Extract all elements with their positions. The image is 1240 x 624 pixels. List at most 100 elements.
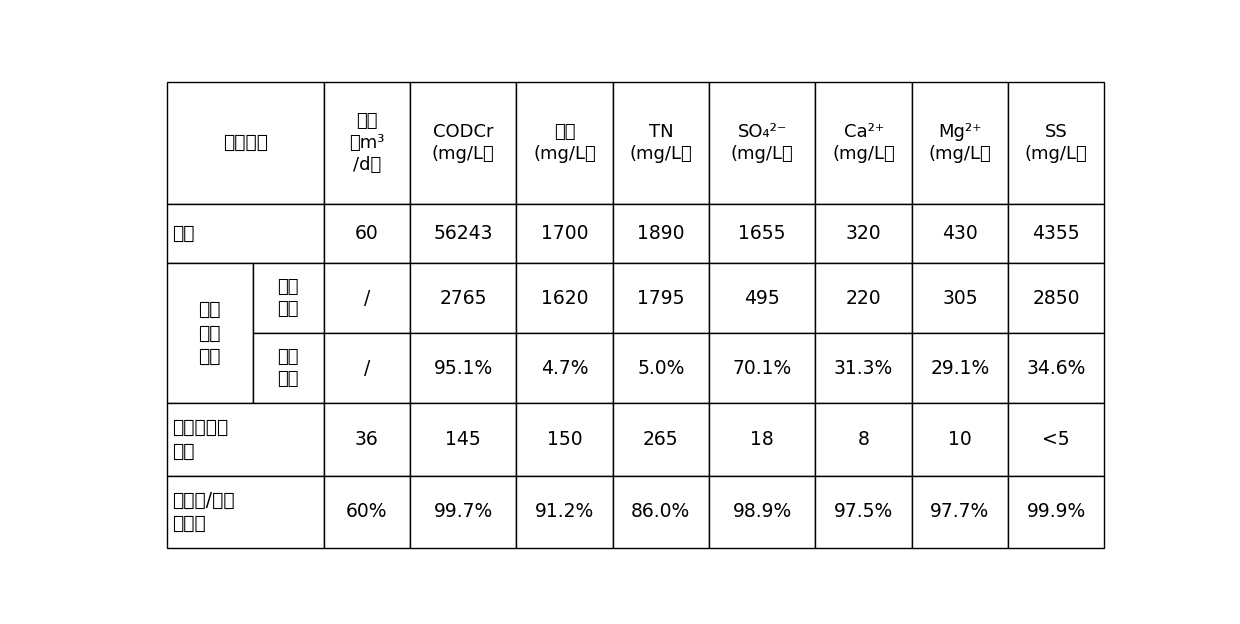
Text: <5: <5	[1043, 430, 1070, 449]
Bar	[911, 403, 1008, 475]
Text: /: /	[363, 289, 370, 308]
Bar	[324, 82, 410, 204]
Text: 305: 305	[942, 289, 978, 308]
Text: 1620: 1620	[541, 289, 588, 308]
Bar	[1008, 263, 1105, 333]
Text: 1890: 1890	[637, 224, 684, 243]
Text: 99.9%: 99.9%	[1027, 502, 1086, 522]
Text: 去除
效率: 去除 效率	[278, 348, 299, 388]
Text: 产水率/总去
除效率: 产水率/总去 除效率	[172, 490, 234, 533]
Text: 70.1%: 70.1%	[733, 359, 792, 378]
Text: 31.3%: 31.3%	[835, 359, 893, 378]
Text: Mg²⁺
(mg/L）: Mg²⁺ (mg/L）	[929, 123, 991, 163]
Text: 34.6%: 34.6%	[1027, 359, 1086, 378]
Bar	[911, 333, 1008, 403]
Bar	[709, 204, 816, 263]
Text: 膜深度处理
出水: 膜深度处理 出水	[172, 418, 228, 461]
Bar	[410, 263, 516, 333]
Bar	[516, 403, 613, 475]
Text: 进水: 进水	[172, 224, 195, 243]
Bar	[410, 403, 516, 475]
Text: 99.7%: 99.7%	[434, 502, 492, 522]
Text: 150: 150	[547, 430, 583, 449]
Text: 91.2%: 91.2%	[534, 502, 594, 522]
Bar	[324, 204, 410, 263]
Text: 1655: 1655	[739, 224, 786, 243]
Bar	[516, 475, 613, 548]
Text: 29.1%: 29.1%	[930, 359, 990, 378]
Text: 97.5%: 97.5%	[835, 502, 893, 522]
Text: SO₄²⁻
(mg/L）: SO₄²⁻ (mg/L）	[730, 123, 794, 163]
Bar	[816, 82, 911, 204]
Bar	[1008, 82, 1105, 204]
Bar	[816, 403, 911, 475]
Bar	[253, 333, 324, 403]
Text: 430: 430	[942, 224, 978, 243]
Bar	[911, 475, 1008, 548]
Text: 10: 10	[949, 430, 972, 449]
Text: 97.7%: 97.7%	[930, 502, 990, 522]
Bar	[709, 82, 816, 204]
Text: SS
(mg/L）: SS (mg/L）	[1025, 123, 1087, 163]
Text: 36: 36	[355, 430, 378, 449]
Text: 60: 60	[355, 224, 378, 243]
Bar	[516, 204, 613, 263]
Bar	[410, 475, 516, 548]
Bar	[911, 204, 1008, 263]
Bar	[709, 403, 816, 475]
Bar	[516, 82, 613, 204]
Bar	[516, 263, 613, 333]
Bar	[166, 204, 324, 263]
Text: 5.0%: 5.0%	[637, 359, 684, 378]
Text: 厌氧
处理
单元: 厌氧 处理 单元	[198, 300, 221, 366]
Text: 98.9%: 98.9%	[733, 502, 792, 522]
Text: 处理单元: 处理单元	[223, 134, 268, 152]
Bar	[253, 263, 324, 333]
Text: 18: 18	[750, 430, 774, 449]
Text: 1700: 1700	[541, 224, 588, 243]
Bar	[709, 263, 816, 333]
Bar	[816, 204, 911, 263]
Bar	[410, 82, 516, 204]
Text: 495: 495	[744, 289, 780, 308]
Bar	[816, 263, 911, 333]
Text: TN
(mg/L）: TN (mg/L）	[630, 123, 692, 163]
Text: 86.0%: 86.0%	[631, 502, 691, 522]
Text: 265: 265	[644, 430, 678, 449]
Text: 60%: 60%	[346, 502, 388, 522]
Bar	[709, 475, 816, 548]
Bar	[613, 333, 709, 403]
Bar	[613, 475, 709, 548]
Bar	[166, 263, 253, 403]
Text: CODCr
(mg/L）: CODCr (mg/L）	[432, 123, 495, 163]
Bar	[613, 82, 709, 204]
Text: 1795: 1795	[637, 289, 684, 308]
Text: 320: 320	[846, 224, 882, 243]
Bar	[324, 475, 410, 548]
Text: 56243: 56243	[433, 224, 492, 243]
Bar	[1008, 204, 1105, 263]
Bar	[166, 475, 324, 548]
Text: 95.1%: 95.1%	[434, 359, 492, 378]
Text: /: /	[363, 359, 370, 378]
Text: 氨氮
(mg/L）: 氨氮 (mg/L）	[533, 123, 596, 163]
Text: 水量
（m³
/d）: 水量 （m³ /d）	[350, 112, 384, 174]
Bar	[166, 82, 324, 204]
Text: 2850: 2850	[1033, 289, 1080, 308]
Text: 出水
水质: 出水 水质	[278, 278, 299, 318]
Text: 2765: 2765	[439, 289, 487, 308]
Bar	[911, 82, 1008, 204]
Text: 220: 220	[846, 289, 882, 308]
Bar	[613, 403, 709, 475]
Bar	[516, 333, 613, 403]
Text: Ca²⁺
(mg/L）: Ca²⁺ (mg/L）	[832, 123, 895, 163]
Bar	[324, 263, 410, 333]
Bar	[613, 263, 709, 333]
Text: 8: 8	[858, 430, 869, 449]
Bar	[410, 204, 516, 263]
Bar	[1008, 475, 1105, 548]
Bar	[816, 475, 911, 548]
Text: 4.7%: 4.7%	[541, 359, 588, 378]
Bar	[324, 333, 410, 403]
Bar	[1008, 333, 1105, 403]
